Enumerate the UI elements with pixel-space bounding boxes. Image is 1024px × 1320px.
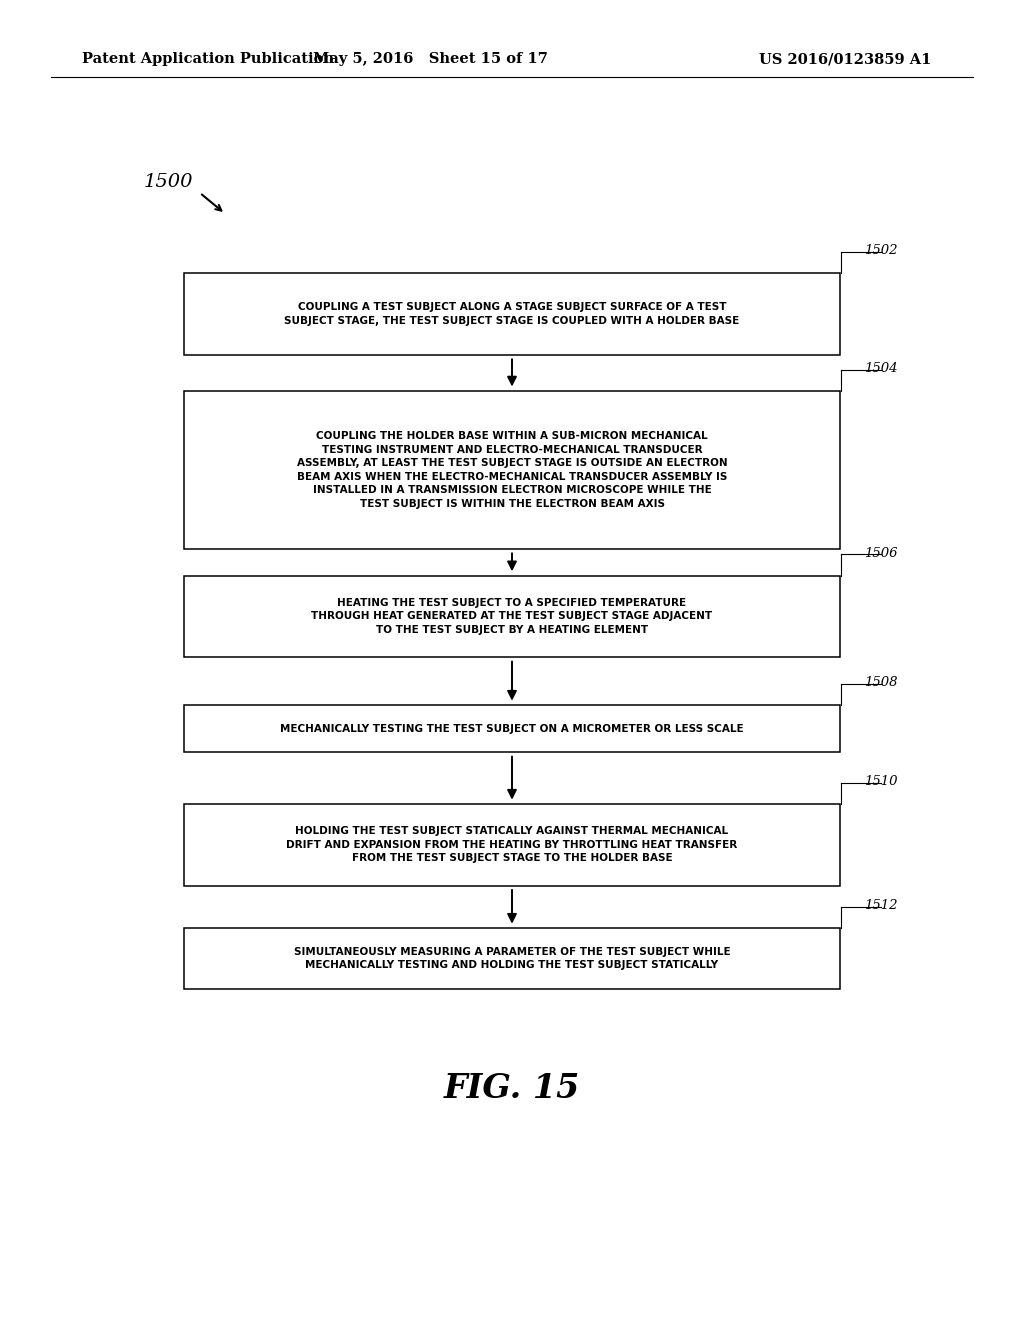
- Text: 1506: 1506: [864, 546, 898, 560]
- Bar: [184, 705, 840, 752]
- Text: HEATING THE TEST SUBJECT TO A SPECIFIED TEMPERATURE
THROUGH HEAT GENERATED AT TH: HEATING THE TEST SUBJECT TO A SPECIFIED …: [311, 598, 713, 635]
- Bar: [184, 576, 840, 657]
- Text: Patent Application Publication: Patent Application Publication: [82, 53, 334, 66]
- Text: 1504: 1504: [864, 362, 898, 375]
- Text: MECHANICALLY TESTING THE TEST SUBJECT ON A MICROMETER OR LESS SCALE: MECHANICALLY TESTING THE TEST SUBJECT ON…: [281, 723, 743, 734]
- Text: 1502: 1502: [864, 244, 898, 257]
- Text: US 2016/0123859 A1: US 2016/0123859 A1: [760, 53, 932, 66]
- Text: FIG. 15: FIG. 15: [443, 1072, 581, 1106]
- Text: 1512: 1512: [864, 899, 898, 912]
- Text: 1508: 1508: [864, 676, 898, 689]
- Bar: [184, 928, 840, 989]
- Bar: [184, 273, 840, 355]
- Text: SIMULTANEOUSLY MEASURING A PARAMETER OF THE TEST SUBJECT WHILE
MECHANICALLY TEST: SIMULTANEOUSLY MEASURING A PARAMETER OF …: [294, 946, 730, 970]
- Text: 1510: 1510: [864, 775, 898, 788]
- Bar: [184, 391, 840, 549]
- Bar: [184, 804, 840, 886]
- Text: HOLDING THE TEST SUBJECT STATICALLY AGAINST THERMAL MECHANICAL
DRIFT AND EXPANSI: HOLDING THE TEST SUBJECT STATICALLY AGAI…: [287, 826, 737, 863]
- Text: 1500: 1500: [143, 173, 193, 191]
- Text: COUPLING THE HOLDER BASE WITHIN A SUB-MICRON MECHANICAL
TESTING INSTRUMENT AND E: COUPLING THE HOLDER BASE WITHIN A SUB-MI…: [297, 430, 727, 510]
- Text: COUPLING A TEST SUBJECT ALONG A STAGE SUBJECT SURFACE OF A TEST
SUBJECT STAGE, T: COUPLING A TEST SUBJECT ALONG A STAGE SU…: [285, 302, 739, 326]
- Text: May 5, 2016   Sheet 15 of 17: May 5, 2016 Sheet 15 of 17: [312, 53, 548, 66]
